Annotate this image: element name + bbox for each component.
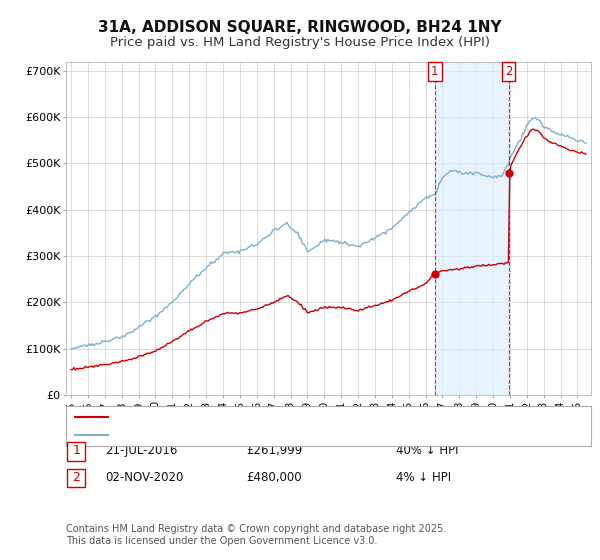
Text: 40% ↓ HPI: 40% ↓ HPI: [396, 444, 458, 458]
Text: Contains HM Land Registry data © Crown copyright and database right 2025.
This d: Contains HM Land Registry data © Crown c…: [66, 524, 446, 546]
Text: 31A, ADDISON SQUARE, RINGWOOD, BH24 1NY (detached house): 31A, ADDISON SQUARE, RINGWOOD, BH24 1NY …: [114, 412, 481, 422]
Text: 21-JUL-2016: 21-JUL-2016: [105, 444, 178, 458]
Text: 2: 2: [505, 65, 512, 78]
Text: 02-NOV-2020: 02-NOV-2020: [105, 470, 184, 484]
Text: Price paid vs. HM Land Registry's House Price Index (HPI): Price paid vs. HM Land Registry's House …: [110, 36, 490, 49]
Text: 2: 2: [72, 470, 80, 484]
Text: 1: 1: [72, 444, 80, 458]
Text: 31A, ADDISON SQUARE, RINGWOOD, BH24 1NY: 31A, ADDISON SQUARE, RINGWOOD, BH24 1NY: [98, 20, 502, 35]
Text: £261,999: £261,999: [246, 444, 302, 458]
Text: 1: 1: [431, 65, 439, 78]
Text: HPI: Average price, detached house, New Forest: HPI: Average price, detached house, New …: [114, 430, 382, 440]
Text: £480,000: £480,000: [246, 470, 302, 484]
Text: 4% ↓ HPI: 4% ↓ HPI: [396, 470, 451, 484]
Bar: [435, 62, 509, 395]
